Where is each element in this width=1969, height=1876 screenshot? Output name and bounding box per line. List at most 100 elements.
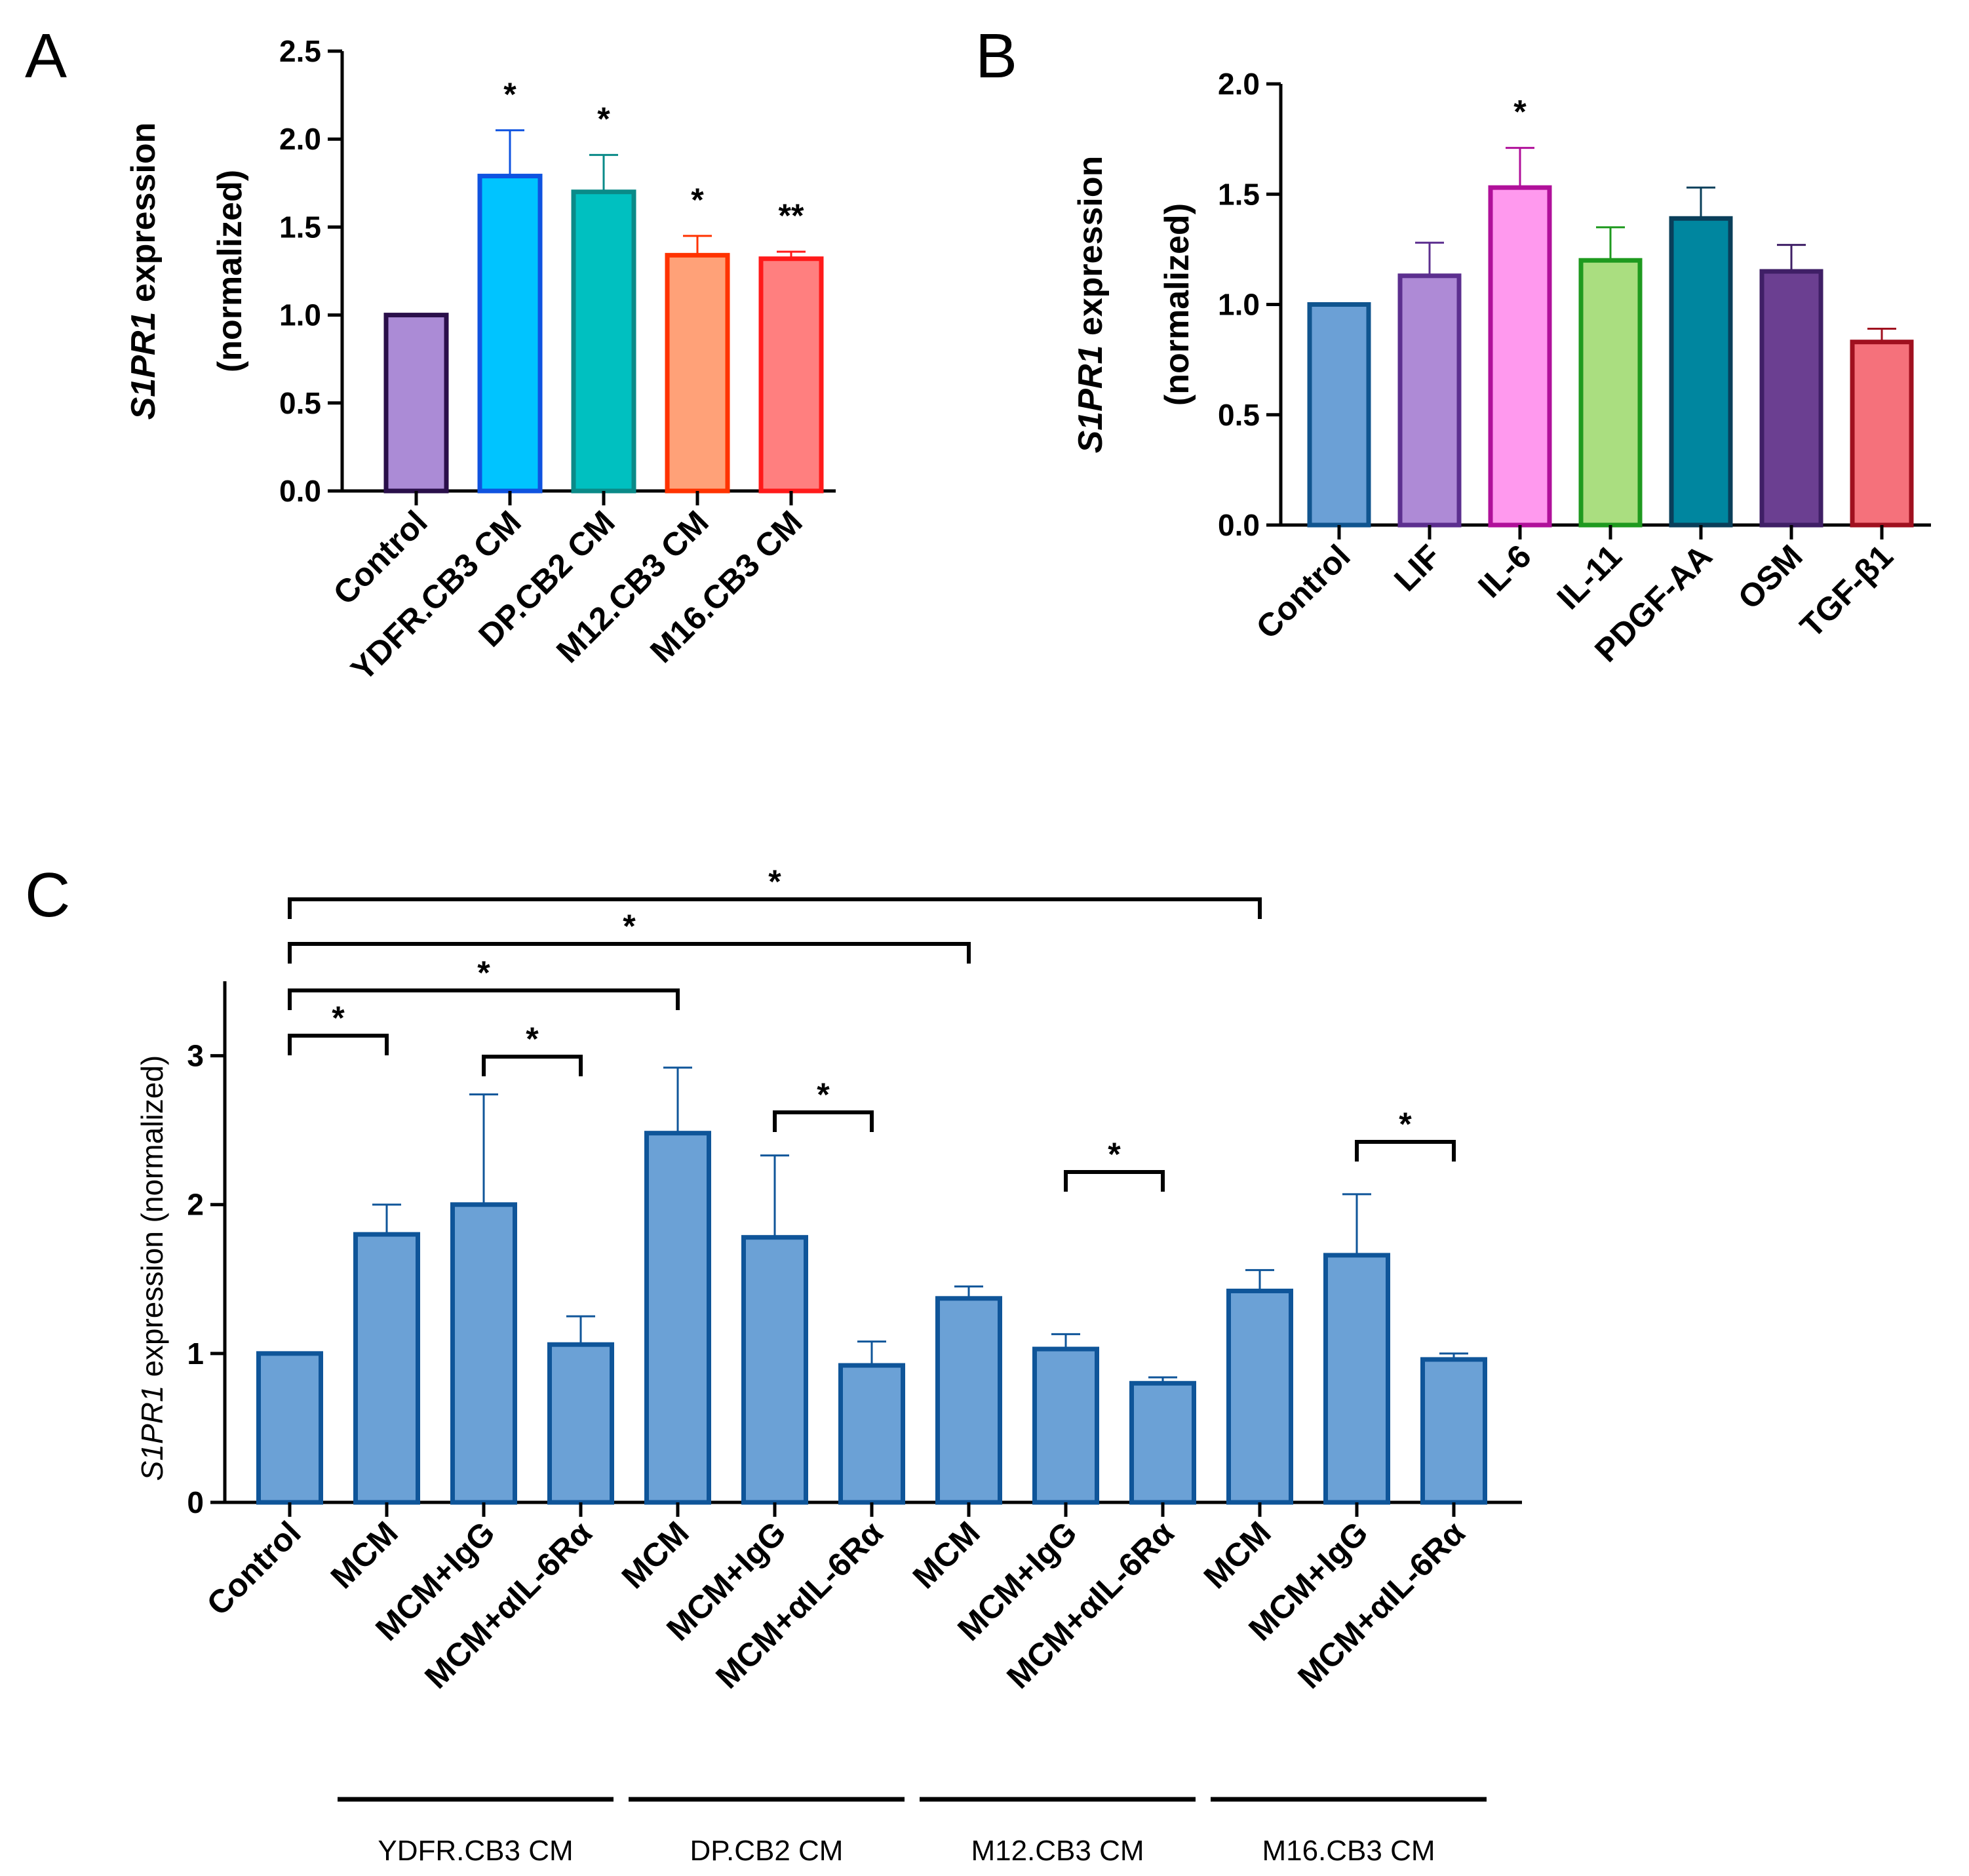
comparison-bracket xyxy=(773,1110,874,1132)
comparison-marker: * xyxy=(768,863,781,900)
comparison-marker: * xyxy=(1399,1106,1412,1143)
y-axis-title: S1PR1 expression (normalized) xyxy=(125,123,249,420)
bar xyxy=(741,1235,808,1505)
comparison-marker: * xyxy=(623,908,636,945)
y-tick-label: 3 xyxy=(187,1039,204,1073)
comparison-marker: * xyxy=(1108,1136,1121,1173)
bar xyxy=(1578,258,1643,528)
panel-letter-b: B xyxy=(975,21,1017,91)
y-tick-label: 1.0 xyxy=(1218,288,1260,322)
comparison-bracket xyxy=(288,1034,389,1055)
comparison-bracket xyxy=(482,1055,583,1076)
category-label: Control xyxy=(1249,537,1357,646)
y-tick-label: 0.5 xyxy=(279,386,321,420)
category-label: MCM xyxy=(906,1514,987,1595)
group-label: M16.CB3 CM xyxy=(1262,1835,1435,1867)
bar xyxy=(383,313,449,494)
y-axis-title-line2: (normalized) xyxy=(1158,203,1196,406)
comparison-marker: * xyxy=(332,1000,345,1036)
panel-letter-c: C xyxy=(25,860,70,930)
bar xyxy=(838,1363,905,1505)
y-axis-title-line2: (normalized) xyxy=(211,170,249,372)
bar xyxy=(1669,216,1733,528)
y-axis-title: S1PR1 expression (normalized) xyxy=(135,1055,169,1481)
panel-b: B 0.0 0.5 1.0 1.5 2.0 S1PR1 expression (normali… xyxy=(975,21,1931,669)
category-label: MCM xyxy=(615,1514,696,1595)
y-tick-label: 1 xyxy=(187,1337,204,1371)
category-label: MCM xyxy=(1197,1514,1278,1595)
comparison-bracket xyxy=(288,942,971,964)
comparison-bracket xyxy=(288,988,680,1010)
category-label: MCM+αIL-6Rα xyxy=(418,1514,599,1696)
comparison-marker: * xyxy=(526,1021,539,1057)
panel-a: A 0.0 0.5 1.0 1.5 2.0 2.5 S1PR1 expression (norm… xyxy=(25,21,836,688)
y-axis-title-line1: S1PR1 expression (normalized) xyxy=(135,1055,169,1481)
y-axis-title-text: expression xyxy=(1072,156,1110,345)
bar xyxy=(450,1202,517,1505)
y-tick-label: 0.5 xyxy=(1218,398,1260,432)
bar xyxy=(353,1232,420,1505)
bar xyxy=(1488,185,1552,528)
panel-letter-a: A xyxy=(25,21,67,91)
y-axis-title-text: expression xyxy=(125,123,163,312)
category-label: MCM xyxy=(324,1514,405,1595)
bar xyxy=(1129,1380,1196,1505)
bar xyxy=(1397,273,1462,528)
category-label: TGF-β1 xyxy=(1793,537,1900,644)
comparison-bracket xyxy=(288,897,1262,919)
bar xyxy=(477,174,543,494)
category-label: YDFR.CB3 CM xyxy=(344,503,528,688)
group-label: YDFR.CB3 CM xyxy=(378,1835,573,1867)
comparison-bracket xyxy=(1355,1140,1456,1162)
category-label: MCM+αIL-6Rα xyxy=(1000,1514,1181,1696)
y-axis-title: S1PR1 expression (normalized) xyxy=(1072,156,1196,454)
y-tick-label: 1.0 xyxy=(279,298,321,332)
bar xyxy=(571,189,636,494)
comparison-marker: * xyxy=(477,954,490,991)
y-tick-label: 1.5 xyxy=(279,210,321,244)
y-tick-label: 1.5 xyxy=(1218,177,1260,211)
y-axis-title-text: expression (normalized) xyxy=(135,1055,169,1386)
bar xyxy=(935,1296,1002,1505)
significance-marker: * xyxy=(503,76,517,113)
group-label: DP.CB2 CM xyxy=(690,1835,844,1867)
panel-c: C 0 1 2 3 S1PR1 expression (normalized) Contro… xyxy=(25,860,1522,1867)
category-label: MCM+αIL-6Rα xyxy=(1291,1514,1472,1696)
category-label: LIF xyxy=(1387,537,1448,598)
significance-marker: * xyxy=(597,100,610,137)
bar xyxy=(256,1351,323,1505)
y-axis-title-line1: S1PR1 expression xyxy=(1072,156,1110,454)
category-label: IL-11 xyxy=(1550,537,1629,616)
y-tick-label: 0.0 xyxy=(279,474,321,508)
comparison-marker: * xyxy=(817,1076,830,1113)
y-tick-label: 2.0 xyxy=(1218,67,1260,101)
category-label: MCM+αIL-6Rα xyxy=(709,1514,890,1696)
bar xyxy=(547,1342,614,1505)
bar xyxy=(1032,1346,1099,1505)
bar xyxy=(1323,1253,1390,1505)
comparison-bracket xyxy=(1064,1170,1165,1192)
significance-marker: * xyxy=(691,182,704,218)
bar xyxy=(1226,1288,1293,1505)
significance-marker: ** xyxy=(779,197,804,234)
category-label: IL-6 xyxy=(1471,537,1538,604)
bar xyxy=(644,1131,711,1505)
y-tick-label: 0 xyxy=(187,1485,204,1519)
bar xyxy=(1307,302,1371,528)
category-label: OSM xyxy=(1731,537,1810,616)
bar xyxy=(1759,269,1823,528)
bar xyxy=(1850,340,1914,528)
y-axis-gene-name: S1PR1 xyxy=(125,312,163,420)
y-tick-label: 2 xyxy=(187,1188,204,1222)
bar xyxy=(665,252,730,494)
bar xyxy=(1420,1357,1487,1505)
y-tick-label: 0.0 xyxy=(1218,508,1260,542)
category-label: Control xyxy=(200,1514,308,1622)
y-tick-label: 2.5 xyxy=(279,34,321,68)
y-axis-title-line1: S1PR1 expression xyxy=(125,123,163,420)
significance-marker: * xyxy=(1513,94,1527,130)
group-label: M12.CB3 CM xyxy=(971,1835,1144,1867)
bar xyxy=(758,256,824,494)
y-axis-gene-name: S1PR1 xyxy=(135,1385,169,1481)
